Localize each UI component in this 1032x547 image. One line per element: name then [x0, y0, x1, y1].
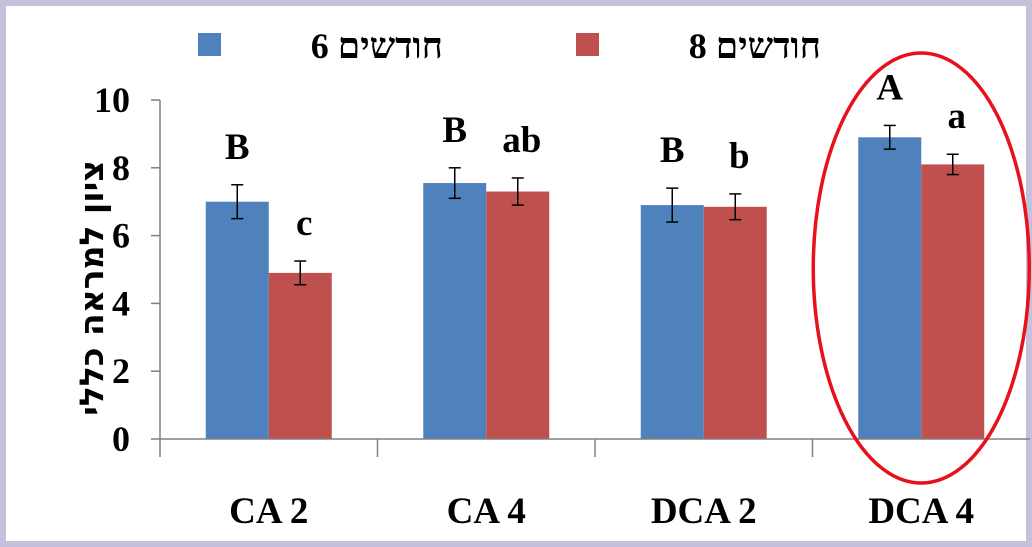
x-axis-categories: CA 2 CA 4 DCA 2 DCA 4 [159, 439, 974, 532]
y-tick-label: 4 [112, 283, 130, 323]
legend-label: 6 חודשים [311, 26, 443, 66]
significance-letter: c [296, 203, 312, 244]
bar [423, 183, 487, 439]
legend: 6 חודשים 8 חודשים [198, 26, 821, 66]
significance-letter: a [948, 96, 967, 137]
legend-swatch [198, 33, 221, 56]
bar [921, 164, 985, 439]
legend-swatch [576, 33, 599, 56]
x-category-label: CA 4 [447, 491, 526, 532]
y-tick-label: 8 [112, 148, 130, 188]
y-tick-label: 2 [112, 351, 130, 391]
bar [703, 206, 767, 439]
significance-letter: B [442, 110, 467, 151]
bar [640, 205, 704, 439]
bar [268, 272, 332, 439]
significance-letter: ab [502, 120, 541, 161]
y-axis-label: ציון למראה כללי [72, 160, 111, 416]
y-tick-label: 0 [112, 419, 130, 459]
x-category-label: CA 2 [229, 491, 308, 532]
bar [858, 137, 922, 440]
legend-label: 8 חודשים [689, 26, 821, 66]
bar [205, 201, 269, 439]
x-category-label: DCA 4 [868, 491, 974, 532]
significance-letter: A [876, 67, 903, 108]
significance-letter: b [729, 136, 750, 177]
y-axis-ticks: 0 2 4 6 8 10 [94, 80, 160, 459]
slide-frame-bottom [0, 541, 1032, 547]
highlight-ellipse [811, 51, 1031, 485]
bar [486, 191, 550, 439]
y-tick-label: 10 [94, 80, 130, 120]
significance-letter: B [225, 127, 250, 168]
y-tick-label: 6 [112, 216, 130, 256]
significance-letter: B [660, 130, 685, 171]
x-category-label: DCA 2 [651, 491, 757, 532]
